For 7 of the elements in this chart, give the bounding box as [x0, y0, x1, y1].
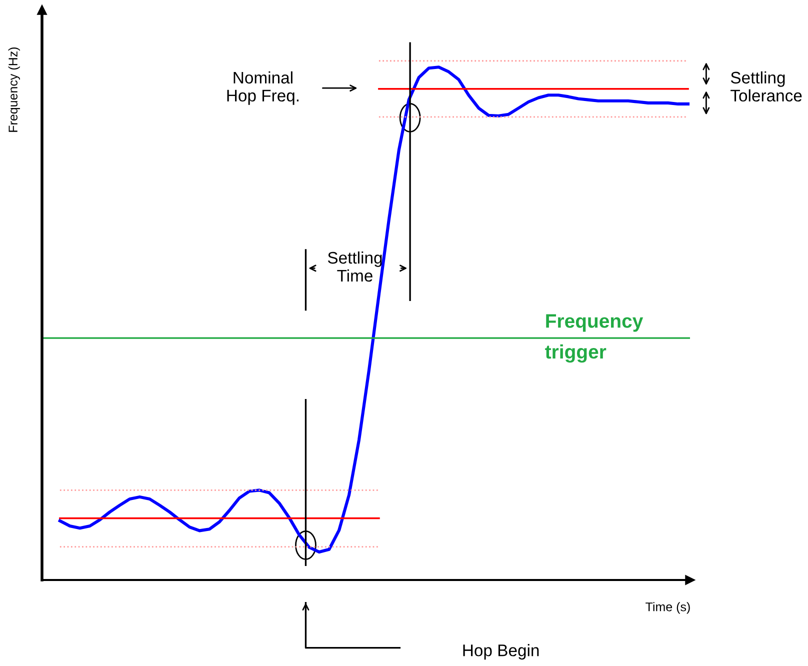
x-axis-title: Time (s): [646, 602, 690, 614]
text: Hop Begin: [463, 644, 539, 660]
ref-line-label: Frequency trigger: [545, 314, 644, 363]
annotation: Nominal Hop Freq.: [227, 71, 298, 105]
annotation: Settling Time: [328, 251, 382, 282]
y-axis-title: Frequency (Hz): [8, 48, 20, 132]
text: Settling Tolerance: [730, 71, 802, 102]
